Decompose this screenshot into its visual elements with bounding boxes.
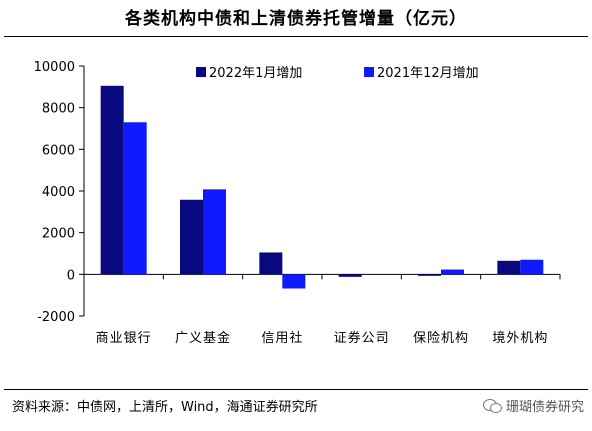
- bar: [203, 189, 226, 275]
- bar: [520, 259, 544, 275]
- bar: [180, 199, 203, 275]
- legend-swatch: [364, 67, 374, 77]
- watermark: 珊瑚债券研究: [482, 396, 584, 415]
- legend-label: 2022年1月增加: [209, 66, 302, 81]
- y-tick-label: -2000: [37, 310, 75, 325]
- bar: [418, 274, 441, 276]
- bar: [259, 252, 283, 275]
- bar: [497, 260, 521, 275]
- source-note: 资料来源：中债网，上清所，Wind，海通证券研究所: [12, 400, 318, 415]
- x-tick-label: 商业银行: [96, 331, 152, 346]
- bar: [338, 274, 362, 277]
- source-rule: [4, 389, 588, 390]
- watermark-text: 珊瑚债券研究: [505, 400, 584, 415]
- bar: [100, 85, 124, 275]
- bar: [441, 269, 464, 275]
- x-tick-label: 信用社: [261, 330, 303, 346]
- x-tick-label: 广义基金: [175, 330, 231, 346]
- y-tick-label: 6000: [42, 143, 75, 158]
- y-tick-label: 10000: [34, 60, 75, 75]
- wechat-icon: [482, 398, 502, 413]
- legend-label: 2021年12月增加: [377, 66, 479, 81]
- bar-chart: -2000 0 2000 4000 6000 8000 10000 商业银行 广义基金 信用社 证券…: [34, 60, 561, 346]
- x-tick-label: 境外机构: [492, 331, 548, 346]
- x-tick-label: 证券公司: [334, 330, 390, 346]
- chart-title: 各类机构中债和上清债券托管增量（亿元）: [125, 9, 467, 29]
- bar: [282, 274, 306, 289]
- y-tick-label: 8000: [42, 102, 75, 117]
- title-rule: [4, 36, 588, 37]
- y-tick-label: 2000: [42, 227, 75, 242]
- legend-swatch: [196, 67, 206, 77]
- y-tick-label: 4000: [42, 185, 75, 200]
- y-tick-label: 0: [67, 268, 75, 283]
- x-tick-label: 保险机构: [413, 331, 469, 346]
- bar: [123, 122, 147, 275]
